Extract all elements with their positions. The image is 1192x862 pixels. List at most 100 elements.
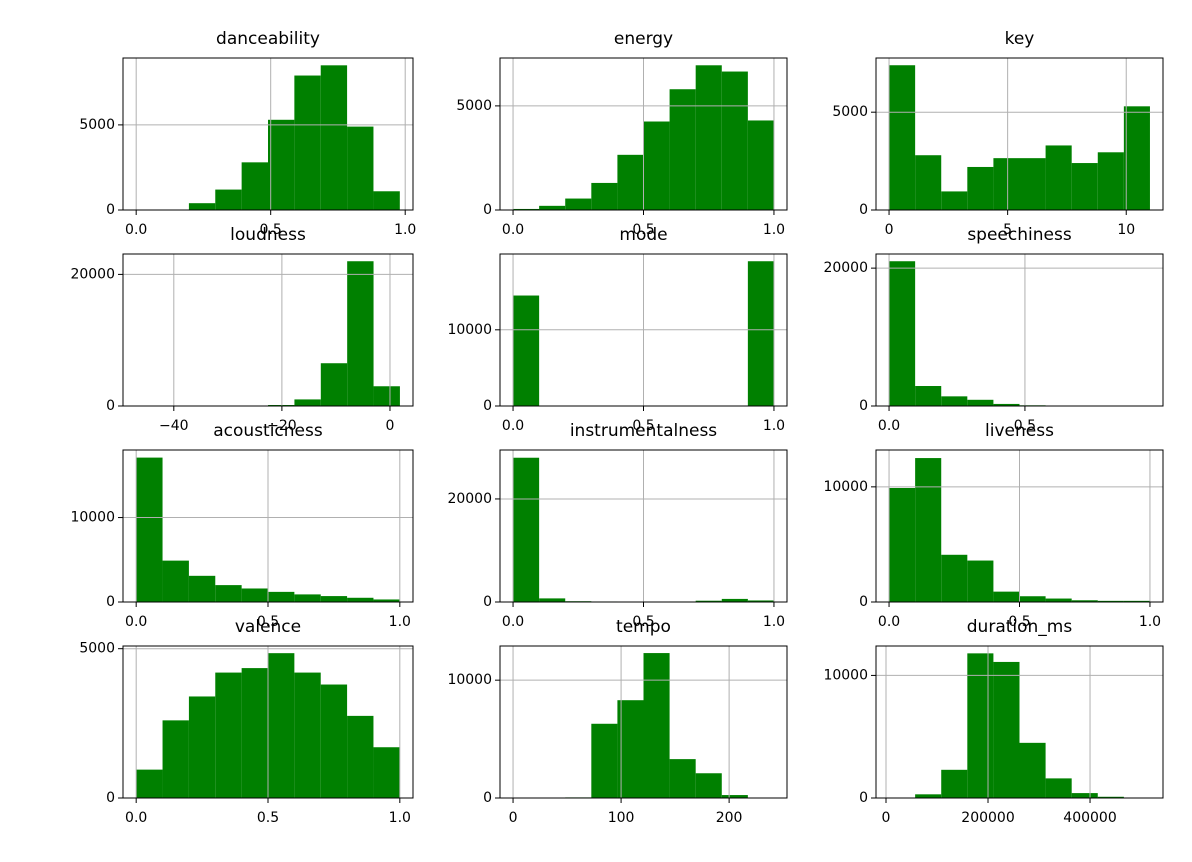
- bar: [591, 723, 618, 798]
- bar: [268, 119, 295, 210]
- bar: [1097, 152, 1124, 210]
- y-tick-label: 20000: [70, 266, 115, 282]
- subplot-title: energy: [614, 29, 673, 49]
- x-tick-label: 0.5: [257, 614, 279, 630]
- subplot-title: acousticness: [213, 421, 323, 441]
- bar: [1123, 106, 1150, 210]
- y-tick-label: 0: [483, 790, 492, 806]
- x-tick-label: 0.5: [257, 810, 279, 826]
- bar: [347, 715, 374, 798]
- bar: [539, 598, 566, 602]
- bar: [669, 759, 696, 798]
- bar: [320, 596, 348, 602]
- bar: [373, 386, 400, 406]
- subplot: 0.0 0.5 1.0 0 5000 energy: [456, 29, 788, 238]
- bar: [294, 672, 321, 798]
- subplot-title: liveness: [985, 421, 1054, 441]
- x-tick-label: 1.0: [763, 614, 785, 630]
- bar: [513, 295, 540, 406]
- bar: [993, 403, 1020, 406]
- bar: [967, 166, 994, 210]
- bar: [915, 155, 942, 210]
- y-tick-label: 5000: [79, 117, 115, 133]
- y-tick-label: 10000: [823, 479, 868, 495]
- bar: [941, 396, 968, 406]
- bar: [268, 591, 295, 602]
- x-tick-label: 0.0: [125, 222, 147, 238]
- y-tick-label: 0: [106, 790, 115, 806]
- y-tick-label: 0: [106, 398, 115, 414]
- y-tick-label: 20000: [447, 491, 492, 507]
- bar: [643, 121, 670, 210]
- bar: [347, 126, 374, 210]
- bar: [721, 71, 748, 210]
- bar: [915, 458, 942, 602]
- bar: [565, 198, 592, 210]
- x-tick-label: 0.5: [632, 614, 654, 630]
- bar: [1071, 163, 1098, 210]
- subplot-title: duration_ms: [967, 617, 1073, 637]
- y-tick-label: 10000: [823, 667, 868, 683]
- bar: [695, 773, 722, 798]
- bar: [1045, 778, 1072, 798]
- bar: [162, 720, 189, 798]
- subplot: 0.0 0.5 1.0 0 20000 instrumentalness: [447, 421, 788, 630]
- bar: [1071, 600, 1098, 602]
- y-tick-label: 10000: [70, 510, 115, 526]
- x-tick-label: 1.0: [389, 614, 411, 630]
- subplot: 0 200000 400000 0 10000 duration_ms: [823, 617, 1164, 826]
- axes-frame: [122, 253, 414, 407]
- subplot-title: loudness: [230, 225, 306, 245]
- bar: [967, 399, 994, 406]
- axes-frame: [875, 645, 1164, 799]
- subplot: 0 5 10 0 5000 key: [832, 29, 1164, 238]
- x-tick-label: 0.5: [1008, 614, 1030, 630]
- x-tick-label: 0: [386, 418, 395, 434]
- axes-frame: [499, 253, 788, 407]
- x-tick-label: 0.0: [502, 614, 524, 630]
- bar: [1097, 796, 1124, 798]
- subplot-title: danceability: [216, 29, 320, 49]
- subplot-title: instrumentalness: [570, 421, 717, 441]
- x-tick-label: 0.5: [260, 222, 282, 238]
- x-tick-label: 100: [608, 810, 635, 826]
- bar: [941, 554, 968, 602]
- x-tick-label: −20: [267, 418, 297, 434]
- bar: [967, 653, 994, 798]
- bar: [591, 182, 618, 210]
- axes-frame: [122, 449, 414, 603]
- y-tick-label: 5000: [832, 104, 868, 120]
- axes-frame: [499, 449, 788, 603]
- bar: [617, 700, 644, 798]
- subplot-title: key: [1005, 29, 1035, 49]
- subplot: −40 −20 0 0 20000 loudness: [70, 225, 414, 434]
- bar: [889, 261, 916, 406]
- bar: [993, 591, 1020, 602]
- bar: [1019, 158, 1046, 210]
- x-tick-label: 0.0: [878, 418, 900, 434]
- x-tick-label: 1.0: [394, 222, 416, 238]
- bar: [136, 769, 163, 798]
- x-tick-label: 10: [1117, 222, 1135, 238]
- bar: [643, 653, 670, 798]
- x-tick-label: 200000: [961, 810, 1014, 826]
- y-tick-label: 0: [859, 594, 868, 610]
- bar: [294, 594, 321, 602]
- subplot-title: mode: [619, 225, 667, 245]
- x-tick-label: 0.5: [632, 222, 654, 238]
- bar: [539, 205, 566, 210]
- bar: [513, 208, 540, 210]
- subplot-title: speechiness: [967, 225, 1072, 245]
- x-tick-label: 0: [885, 222, 894, 238]
- bar: [215, 672, 242, 798]
- y-tick-label: 0: [859, 790, 868, 806]
- bar: [513, 457, 540, 602]
- bar: [889, 65, 916, 210]
- bar: [1045, 145, 1072, 210]
- x-tick-label: 0.5: [1014, 418, 1036, 434]
- bar: [294, 75, 321, 210]
- axes-frame: [122, 57, 414, 211]
- bar: [889, 488, 916, 602]
- bar: [721, 598, 748, 602]
